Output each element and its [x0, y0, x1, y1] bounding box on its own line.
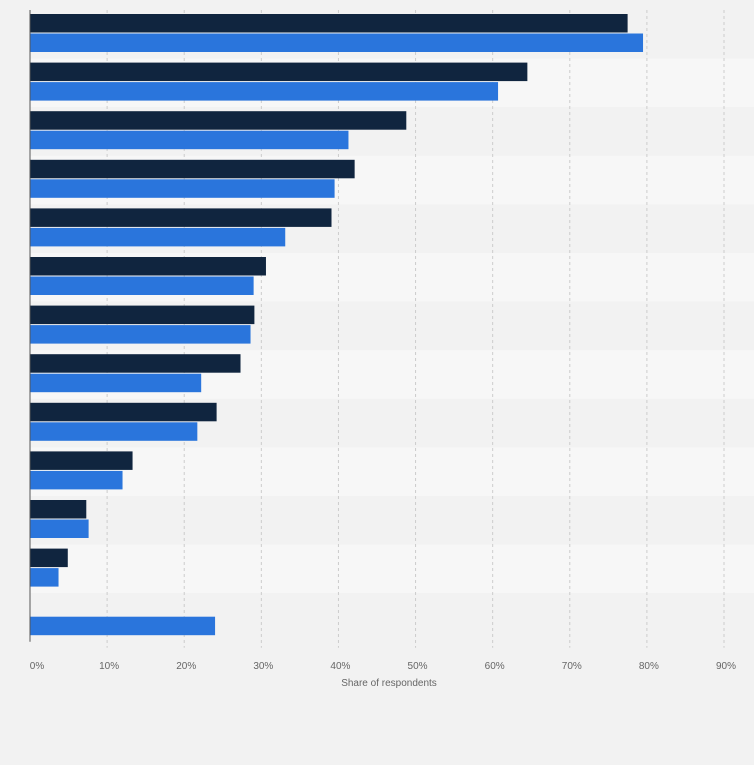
bar — [30, 62, 528, 82]
bar — [30, 354, 241, 373]
x-axis-label: Share of respondents — [341, 678, 437, 689]
bars — [30, 14, 644, 636]
row-band — [30, 447, 754, 496]
bar — [30, 14, 628, 33]
x-tick-label: 20% — [176, 661, 196, 672]
x-tick-labels: 0% 10% 20% 30% 40% 50% 60% 70% 80% 90% — [30, 661, 736, 672]
bar — [30, 373, 202, 393]
row-band — [30, 544, 754, 594]
x-tick-label: 80% — [639, 661, 659, 672]
x-tick-label: 30% — [253, 661, 273, 672]
bar — [30, 276, 254, 295]
bar — [30, 422, 198, 441]
bar — [30, 159, 355, 179]
row-band — [30, 496, 754, 545]
x-tick-label: 90% — [716, 661, 736, 672]
bar — [30, 82, 499, 101]
x-tick-label: 50% — [408, 661, 428, 672]
bar — [30, 305, 255, 325]
bar — [30, 548, 68, 568]
bar — [30, 130, 349, 150]
bar — [30, 33, 644, 52]
bar — [30, 208, 332, 227]
x-tick-label: 40% — [330, 661, 350, 672]
bar — [30, 500, 87, 519]
bar — [30, 111, 407, 130]
bar — [30, 616, 216, 636]
bar — [30, 519, 89, 538]
bar — [30, 325, 251, 344]
x-tick-label: 10% — [99, 661, 119, 672]
x-tick-label: 70% — [562, 661, 582, 672]
x-tick-label: 0% — [30, 661, 45, 672]
bar — [30, 470, 123, 490]
bar — [30, 257, 266, 276]
x-tick-label: 60% — [485, 661, 505, 672]
bar — [30, 451, 133, 470]
bar — [30, 568, 59, 587]
bar — [30, 179, 335, 198]
bar — [30, 402, 217, 422]
bar — [30, 227, 286, 247]
